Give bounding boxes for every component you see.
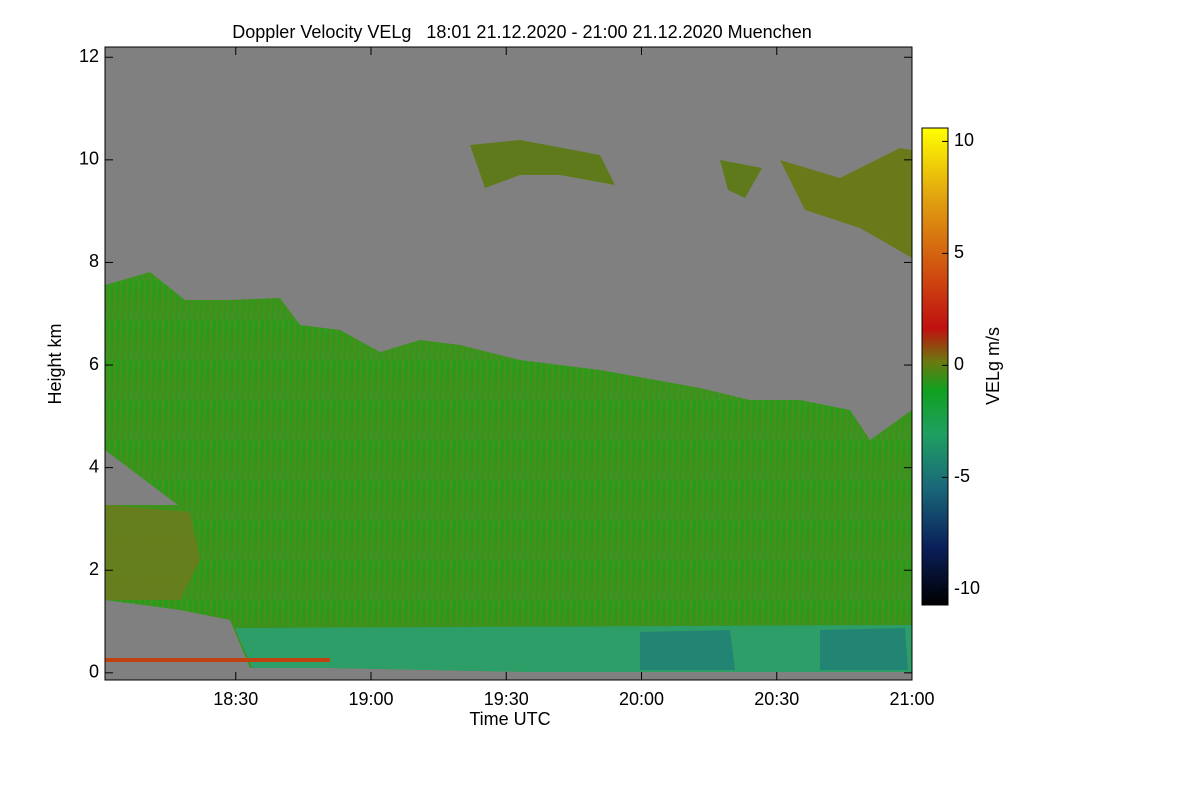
colorbar (921, 127, 949, 606)
upper-cloud (470, 140, 615, 188)
chart-title: Doppler Velocity VELg 18:01 21.12.2020 -… (232, 22, 811, 42)
gap (105, 450, 178, 505)
x-axis-label: Time UTC (469, 709, 550, 729)
surface-echo (105, 658, 330, 662)
heatmap (105, 47, 912, 680)
x-tick-label: 20:00 (619, 689, 664, 709)
colorbar-label: VELg m/s (983, 327, 1003, 405)
y-tick-label: 4 (89, 456, 99, 476)
x-tick-label: 19:00 (348, 689, 393, 709)
cloud-field (105, 272, 912, 672)
y-tick-label: 10 (79, 149, 99, 169)
y-tick-label: 8 (89, 251, 99, 271)
low-layer-core (640, 630, 735, 670)
colorbar-tick-label: -10 (954, 578, 980, 598)
y-tick-label: 2 (89, 559, 99, 579)
warm-layer (105, 505, 200, 600)
plot-frame (104, 46, 913, 681)
y-tick-label: 0 (89, 662, 99, 682)
x-tick-label: 20:30 (754, 689, 799, 709)
y-axis-label: Height km (45, 323, 65, 404)
x-tick-label: 19:30 (484, 689, 529, 709)
upper-cloud (780, 148, 912, 258)
low-layer-core (820, 628, 908, 670)
x-tick-label: 21:00 (889, 689, 934, 709)
colorbar-tick-label: 5 (954, 242, 964, 262)
low-layer (235, 625, 912, 672)
x-tick-label: 18:30 (213, 689, 258, 709)
y-tick-label: 12 (79, 46, 99, 66)
upper-cloud (720, 160, 762, 198)
colorbar-tick-label: -5 (954, 466, 970, 486)
y-tick-label: 6 (89, 354, 99, 374)
colorbar-tick-label: 10 (954, 130, 974, 150)
colorbar-tick-label: 0 (954, 354, 964, 374)
